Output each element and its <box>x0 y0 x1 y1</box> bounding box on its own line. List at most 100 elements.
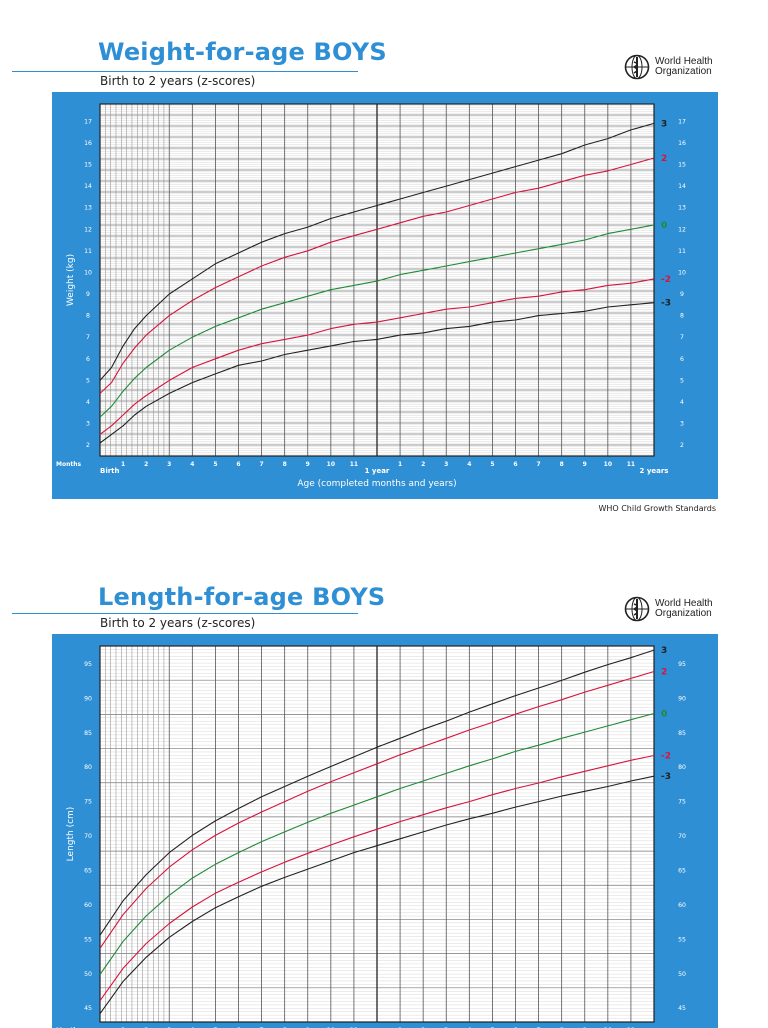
y-tick-label-right: 17 <box>678 118 686 125</box>
y-tick-label-left: 2 <box>86 442 90 449</box>
y-tick-label-left: 50 <box>84 971 92 978</box>
org-name-line2: Organization <box>655 608 712 619</box>
plot-border <box>99 645 655 1023</box>
x-tick-label: 1 <box>121 461 125 468</box>
y-tick-label-right: 12 <box>678 226 686 233</box>
y-tick-label-left: 9 <box>86 291 90 298</box>
x-tick-label: 5 <box>490 461 494 468</box>
series-line-z3 <box>99 649 655 936</box>
series-label-z3: 3 <box>661 646 667 656</box>
y-tick-label-left: 12 <box>84 226 92 233</box>
y-tick-label-left: 4 <box>86 399 90 406</box>
y-tick-label-right: 60 <box>678 902 686 909</box>
series-label-z0: 0 <box>661 709 667 719</box>
who-logo: World Health Organization <box>624 54 713 80</box>
length-chart: 45 45 50 50 55 55 60 60 65 65 70 70 75 75 80 80 85 85 90 90… <box>56 645 686 1028</box>
x-tick-label: 7 <box>536 461 540 468</box>
who-emblem-icon <box>624 54 650 80</box>
y-tick-label-left: 60 <box>84 902 92 909</box>
series-line-z2 <box>99 157 655 394</box>
x-tick-label: 7 <box>259 461 263 468</box>
who-wordmark: World Health Organization <box>655 57 713 77</box>
y-tick-label-left: 6 <box>86 356 90 363</box>
x-tick-label: 3 <box>167 461 171 468</box>
chart-subtitle: Birth to 2 years (z-scores) <box>100 74 256 88</box>
y-tick-label-right: 85 <box>678 730 686 737</box>
x-tick-label: 6 <box>513 461 517 468</box>
y-tick-label-right: 8 <box>680 313 684 320</box>
y-tick-label-left: 5 <box>86 377 90 384</box>
y-tick-label-right: 90 <box>678 695 686 702</box>
y-tick-label-right: 6 <box>680 356 684 363</box>
chart-panel: 45 45 50 50 55 55 60 60 65 65 70 70 75 75 80 80 85 85 90 90… <box>52 634 718 1028</box>
y-tick-label-right: 4 <box>680 399 684 406</box>
y-tick-label-right: 2 <box>680 442 684 449</box>
x-tick-label: 11 <box>627 461 635 468</box>
chart-title: Length-for-age BOYS <box>98 583 386 611</box>
series-line-z-2 <box>99 278 655 435</box>
weight-for-age-section: Weight-for-age BOYS Birth to 2 years (z-… <box>12 38 718 513</box>
series-label-z-2: -2 <box>661 275 671 285</box>
source-footer: WHO Child Growth Standards <box>598 504 716 513</box>
x-tick-label: 2 <box>421 461 425 468</box>
series-line-z3 <box>99 122 655 381</box>
who-logo: World Health Organization <box>624 596 713 622</box>
y-tick-label-left: 7 <box>86 334 90 341</box>
series-line-z2 <box>99 670 655 949</box>
y-tick-label-left: 75 <box>84 799 92 806</box>
y-tick-label-left: 10 <box>84 269 92 276</box>
y-axis-label: Length (cm) <box>66 807 76 862</box>
x-tick-label: 9 <box>306 461 310 468</box>
y-tick-label-right: 10 <box>678 269 686 276</box>
x-tick-label: 10 <box>327 461 335 468</box>
year-label: 1 year <box>365 467 390 475</box>
y-tick-label-left: 3 <box>86 421 90 428</box>
who-emblem-icon <box>624 596 650 622</box>
chart-panel: 2 2 3 3 4 4 5 5 6 6 7 7 8 8 9 9 10 10 11 11 12 12 13 13 14 14 15 15… <box>52 92 718 499</box>
x-tick-label: 8 <box>283 461 287 468</box>
series-label-z-3: -3 <box>661 299 671 309</box>
y-tick-label-left: 8 <box>86 313 90 320</box>
y-tick-label-left: 80 <box>84 764 92 771</box>
x-tick-label: 4 <box>467 461 471 468</box>
org-name-line1: World Health <box>655 56 713 67</box>
y-tick-label-left: 55 <box>84 936 92 943</box>
who-wordmark: World Health Organization <box>655 599 713 619</box>
y-tick-label-left: 16 <box>84 140 92 147</box>
title-underline <box>12 71 358 72</box>
year-label: 2 years <box>640 467 669 475</box>
series-line-z-2 <box>99 754 655 1002</box>
y-tick-label-left: 70 <box>84 833 92 840</box>
series-line-z0 <box>99 224 655 418</box>
months-label: Months <box>56 461 82 468</box>
x-axis-label: Age (completed months and years) <box>297 479 456 489</box>
x-tick-label: 1 <box>398 461 402 468</box>
y-tick-label-right: 15 <box>678 161 686 168</box>
y-tick-label-left: 65 <box>84 867 92 874</box>
y-tick-label-right: 65 <box>678 867 686 874</box>
y-tick-label-right: 50 <box>678 971 686 978</box>
org-name-line2: Organization <box>655 66 712 77</box>
y-tick-label-left: 14 <box>84 183 92 190</box>
series-line-z-3 <box>99 302 655 444</box>
chart-subtitle: Birth to 2 years (z-scores) <box>100 616 256 630</box>
y-tick-label-right: 45 <box>678 1005 686 1012</box>
series-label-z0: 0 <box>661 221 667 231</box>
y-tick-label-right: 9 <box>680 291 684 298</box>
x-tick-label: 2 <box>144 461 148 468</box>
series-line-z0 <box>99 712 655 975</box>
y-tick-label-right: 95 <box>678 661 686 668</box>
chart-title: Weight-for-age BOYS <box>98 38 387 66</box>
series-label-z2: 2 <box>661 154 667 164</box>
y-tick-label-right: 13 <box>678 205 686 212</box>
x-tick-label: 10 <box>604 461 612 468</box>
y-tick-label-left: 95 <box>84 661 92 668</box>
y-tick-label-left: 85 <box>84 730 92 737</box>
y-tick-label-left: 13 <box>84 205 92 212</box>
y-tick-label-left: 45 <box>84 1005 92 1012</box>
y-tick-label-right: 14 <box>678 183 686 190</box>
x-tick-label: 3 <box>444 461 448 468</box>
y-tick-label-left: 15 <box>84 161 92 168</box>
y-tick-label-right: 3 <box>680 421 684 428</box>
